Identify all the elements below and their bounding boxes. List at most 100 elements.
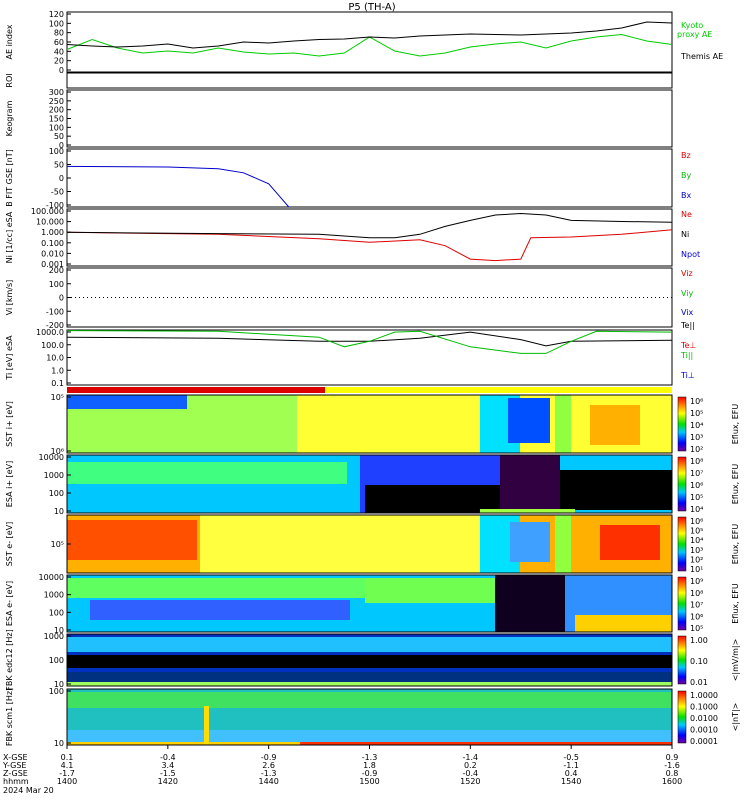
y-tick-label-0-6: 120: [49, 10, 64, 19]
y-tick-label-10-1: 100: [49, 608, 64, 617]
panel-frame-7: [66, 394, 673, 454]
x-row-label-0: X-GSE: [3, 753, 28, 762]
y-label-12: FBK scm1 [Hz]: [5, 688, 14, 746]
legend-ne: Ne: [681, 210, 692, 219]
y-label-10: ESA e- [eV]: [5, 581, 14, 626]
colorbar-10: [677, 576, 687, 631]
panel-frame-3: [66, 148, 673, 208]
y-tick-label-4-0: 0.001: [41, 260, 64, 269]
y-tick-label-8-2: 1000: [44, 471, 64, 480]
x-tick-label-6-1: -1.6: [664, 761, 680, 770]
y-tick-label-4-1: 0.010: [41, 249, 64, 258]
z-tick-8-4: 10⁸: [690, 457, 703, 466]
y-tick-label-3-2: 0: [59, 174, 64, 183]
legend-vix: Vix: [681, 308, 694, 317]
z-tick-12-3: 0.1000: [690, 703, 718, 712]
legend-by: By: [681, 171, 691, 180]
x-axis: X-GSEY-GSEZ-GSEhhmm0.14.1-1.71400-0.43.4…: [2, 745, 682, 786]
y-tick-label-3-4: 100: [49, 147, 64, 156]
y-tick-label-4-3: 1.000: [41, 228, 64, 237]
panel-frame-0: [66, 11, 673, 73]
plot-title: P5 (TH-A): [348, 2, 395, 13]
y-ticks: 020406080100120050100150200250300-100-50…: [31, 10, 71, 748]
y-label-1: ROI: [5, 73, 14, 87]
y-tick-label-0-2: 40: [54, 47, 64, 56]
y-tick-label-7-1: 10⁵: [51, 393, 64, 402]
y-tick-label-7-0: 10⁶: [51, 447, 64, 456]
y-tick-label-2-5: 250: [49, 97, 64, 106]
colorbar-12: [677, 690, 687, 744]
legend-viz: Viz: [681, 269, 693, 278]
z-tick-11-2: 1.00: [690, 636, 708, 645]
y-tick-label-3-1: -50: [51, 188, 64, 197]
z-tick-9-1: 10²: [690, 555, 703, 564]
y-label-2: Keogram: [5, 100, 14, 136]
y-label-5: Vi [km/s]: [5, 280, 14, 316]
x-tick-label-1-3: 1420: [158, 777, 178, 786]
y-tick-label-6-0: 0.1: [51, 379, 64, 388]
legend-themis-ae: Themis AE: [680, 52, 723, 61]
legend-kyoto: Kyoto: [681, 21, 703, 30]
panel-frame-1: [66, 72, 673, 89]
y-tick-label-10-0: 10: [54, 626, 64, 635]
z-tick-12-2: 0.0100: [690, 714, 718, 723]
x-tick-label-2-3: 1440: [258, 777, 278, 786]
y-tick-label-6-3: 100.0: [41, 341, 64, 350]
x-tick-label-2-1: 2.6: [262, 761, 275, 770]
y-tick-label-0-0: 0: [59, 66, 64, 75]
x-tick-label-2-0: -0.9: [261, 753, 277, 762]
y-tick-label-6-4: 1000.0: [36, 328, 64, 337]
date-label: 2024 Mar 20: [3, 786, 54, 795]
x-tick-label-4-1: 0.2: [464, 761, 477, 770]
legend-bx: Bx: [681, 191, 691, 200]
y-tick-label-0-4: 80: [54, 29, 64, 38]
colorbar-11: [677, 635, 687, 685]
z-tick-8-0: 10⁴: [690, 505, 703, 514]
legend-bz: Bz: [681, 151, 691, 160]
z-label-11: <|mV/m|>: [731, 639, 740, 682]
y-tick-label-4-2: 0.100: [41, 239, 64, 248]
y-tick-label-0-5: 100: [49, 19, 64, 28]
series-4-0: [66, 229, 673, 262]
y-tick-label-5-1: -100: [46, 307, 64, 316]
z-tick-10-4: 10⁹: [690, 577, 703, 586]
z-tick-9-5: 10⁶: [690, 517, 703, 526]
y-tick-label-10-3: 10000: [39, 573, 64, 582]
y-tick-label-5-4: 200: [49, 266, 64, 275]
y-tick-label-2-6: 300: [49, 88, 64, 97]
z-tick-8-2: 10⁶: [690, 481, 703, 490]
z-tick-7-2: 10⁴: [690, 421, 703, 430]
legend-te-par: Te||: [680, 321, 695, 330]
z-tick-7-3: 10⁵: [690, 409, 703, 418]
y-tick-label-6-1: 1.0: [51, 366, 64, 375]
x-tick-label-5-3: 1540: [561, 777, 581, 786]
z-tick-12-1: 0.0010: [690, 726, 718, 735]
y-tick-label-3-3: 50: [54, 161, 64, 170]
y-tick-label-11-1: 100: [49, 656, 64, 665]
x-tick-label-0-1: 4.1: [61, 761, 74, 770]
x-tick-label-5-1: -1.1: [563, 761, 579, 770]
z-tick-7-4: 10⁶: [690, 397, 703, 406]
z-label-8: Eflux, EFU: [731, 464, 740, 505]
x-tick-label-5-2: 0.4: [565, 769, 578, 778]
x-row-label-3: hhmm: [3, 777, 29, 786]
y-tick-label-8-1: 100: [49, 489, 64, 498]
y-tick-label-11-0: 10: [54, 680, 64, 689]
legend-proxy-ae: proxy AE: [677, 30, 712, 39]
y-label-4: Ni [1/cc] eSA: [5, 211, 14, 263]
y-tick-label-8-3: 10000: [39, 453, 64, 462]
panel-frame-8: [66, 454, 673, 514]
y-tick-label-2-1: 50: [54, 132, 64, 141]
x-tick-label-3-3: 1500: [359, 777, 379, 786]
y-tick-label-5-0: -200: [46, 321, 64, 330]
colorbar-9: [677, 516, 687, 572]
y-tick-label-9-0: 10⁵: [51, 540, 64, 549]
series-3-2: [66, 165, 290, 208]
series-lines: [66, 21, 673, 354]
z-tick-10-3: 10⁸: [690, 589, 703, 598]
x-tick-label-1-2: -1.5: [160, 769, 176, 778]
x-row-label-2: Z-GSE: [3, 769, 28, 778]
panel-frame-4: [66, 208, 673, 267]
